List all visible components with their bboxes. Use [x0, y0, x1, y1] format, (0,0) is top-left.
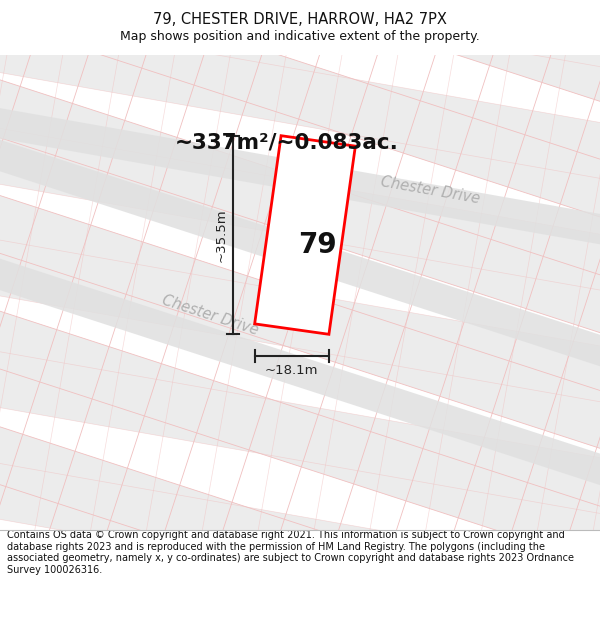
Polygon shape: [0, 0, 600, 179]
Polygon shape: [0, 570, 600, 625]
Text: Contains OS data © Crown copyright and database right 2021. This information is : Contains OS data © Crown copyright and d…: [7, 530, 574, 575]
Polygon shape: [0, 72, 600, 625]
Polygon shape: [0, 9, 600, 351]
Polygon shape: [0, 0, 600, 287]
Polygon shape: [0, 329, 600, 625]
Polygon shape: [0, 0, 600, 70]
Polygon shape: [0, 119, 600, 625]
Polygon shape: [0, 462, 600, 625]
Polygon shape: [254, 136, 355, 334]
Polygon shape: [0, 0, 600, 309]
Text: 79: 79: [298, 231, 337, 259]
Text: ~337m²/~0.083ac.: ~337m²/~0.083ac.: [175, 132, 399, 152]
Polygon shape: [0, 137, 600, 504]
Polygon shape: [0, 0, 600, 519]
Polygon shape: [0, 0, 600, 549]
Polygon shape: [0, 433, 600, 625]
Polygon shape: [0, 0, 600, 205]
Text: Map shows position and indicative extent of the property.: Map shows position and indicative extent…: [120, 30, 480, 43]
Polygon shape: [0, 0, 600, 414]
Polygon shape: [0, 0, 600, 101]
Text: 79, CHESTER DRIVE, HARROW, HA2 7PX: 79, CHESTER DRIVE, HARROW, HA2 7PX: [153, 12, 447, 27]
Text: Chester Drive: Chester Drive: [160, 292, 260, 338]
Polygon shape: [0, 15, 600, 623]
Polygon shape: [0, 224, 600, 625]
Text: ~18.1m: ~18.1m: [265, 364, 319, 378]
Text: ~35.5m: ~35.5m: [215, 208, 227, 262]
Text: Chester Drive: Chester Drive: [379, 174, 481, 206]
Polygon shape: [0, 245, 600, 612]
Polygon shape: [0, 353, 600, 625]
Polygon shape: [0, 28, 600, 395]
